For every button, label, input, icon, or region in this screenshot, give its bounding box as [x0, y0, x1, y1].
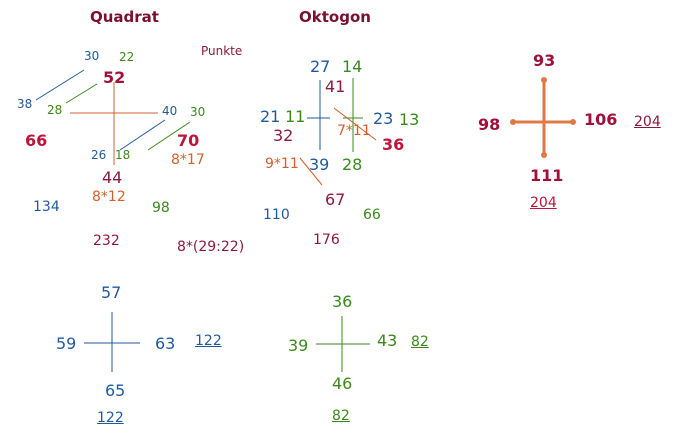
blue-cross-sum-right: 122: [195, 333, 222, 349]
quadrat-8x12: 8*12: [92, 189, 126, 205]
oktogon-orange-diagonal-right: [333, 107, 377, 141]
quadrat-30b: 30: [190, 105, 206, 119]
oktogon-32: 32: [273, 126, 294, 145]
blue-cross-bottom: 65: [105, 381, 126, 400]
quadrat-8x17: 8*17: [171, 152, 205, 168]
oktogon-41: 41: [325, 77, 346, 96]
oktogon-67: 67: [325, 190, 346, 209]
quadrat-green-line-top: [65, 83, 98, 104]
oktogon-110: 110: [263, 207, 290, 223]
quadrat-blue-line-bottom: [119, 119, 166, 151]
oktogon-orange-diagonal-left: [299, 157, 323, 186]
quadrat-44: 44: [102, 168, 123, 187]
blue-cross-top: 57: [101, 283, 122, 302]
orange-cross-dot-left: [510, 119, 516, 125]
quadrat-green-line-bottom: [147, 121, 191, 151]
orange-cross-sum-bottom: 204: [530, 195, 557, 211]
orange-cross-dot-right: [570, 119, 576, 125]
orange-cross-sum-right: 204: [634, 114, 661, 130]
quadrat-40: 40: [162, 104, 178, 118]
quadrat-26: 26: [91, 148, 107, 162]
quadrat-52: 52: [103, 68, 126, 87]
orange-cross-right: 106: [584, 110, 618, 129]
quadrat-22: 22: [119, 50, 135, 64]
oktogon-28: 28: [342, 155, 363, 174]
oktogon-39: 39: [309, 155, 330, 174]
blue-cross-right: 63: [155, 334, 176, 353]
green-cross-right: 43: [377, 331, 398, 350]
oktogon-27: 27: [310, 57, 331, 76]
orange-cross-bottom: 111: [530, 166, 564, 185]
orange-cross-dot-top: [541, 77, 547, 83]
quadrat-blue-line-top: [35, 69, 85, 101]
oktogon-7x11: 7*11: [337, 123, 371, 139]
quadrat-18: 18: [115, 148, 131, 162]
blue-cross-sum-bottom: 122: [97, 410, 124, 426]
oktogon-66: 66: [363, 207, 381, 223]
quadrat-30: 30: [84, 49, 100, 63]
orange-cross-left: 98: [478, 115, 501, 134]
quadrat-28: 28: [47, 103, 63, 117]
quadrat-70: 70: [177, 131, 200, 150]
quadrat-134: 134: [33, 199, 60, 215]
oktogon-21: 21: [260, 107, 281, 126]
green-cross-sum-bottom: 82: [332, 408, 350, 424]
oktogon-11: 11: [285, 107, 306, 126]
blue-cross-left: 59: [56, 334, 77, 353]
quadrat-98: 98: [152, 200, 170, 216]
quadrat-8x29-22: 8*(29:22): [177, 239, 245, 255]
oktogon-13: 13: [399, 110, 420, 129]
green-cross-top: 36: [332, 292, 353, 311]
orange-cross-top: 93: [533, 51, 556, 70]
quadrat-232: 232: [93, 233, 120, 249]
oktogon-9x11: 9*11: [265, 156, 299, 172]
green-cross-left: 39: [288, 336, 309, 355]
oktogon-176: 176: [313, 232, 340, 248]
oktogon-14: 14: [342, 57, 363, 76]
green-cross-sum-right: 82: [411, 334, 429, 350]
title-quadrat: Quadrat: [90, 8, 159, 26]
orange-cross-dot-bottom: [541, 152, 547, 158]
green-cross-bottom: 46: [332, 374, 353, 393]
title-oktogon: Oktogon: [299, 8, 371, 26]
title-punkte: Punkte: [201, 44, 243, 58]
quadrat-38: 38: [17, 97, 33, 111]
quadrat-66: 66: [25, 131, 48, 150]
oktogon-36: 36: [382, 135, 405, 154]
oktogon-23: 23: [373, 109, 394, 128]
